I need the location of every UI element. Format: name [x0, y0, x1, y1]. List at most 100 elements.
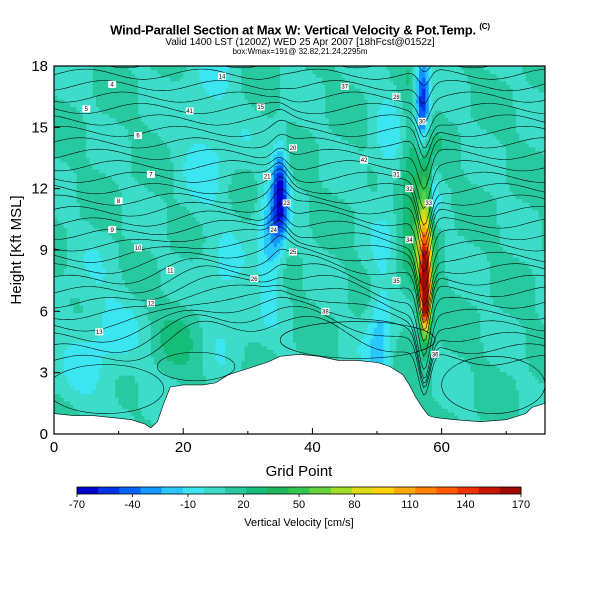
velocity-cell — [73, 408, 78, 413]
velocity-cell — [70, 356, 74, 361]
velocity-cell — [57, 275, 62, 281]
velocity-cell — [57, 132, 62, 137]
velocity-cell — [89, 330, 94, 336]
velocity-cell — [66, 205, 71, 211]
velocity-cell — [66, 330, 71, 336]
velocity-cell — [83, 124, 87, 130]
velocity-cell — [70, 268, 74, 273]
velocity-cell — [54, 106, 58, 111]
velocity-cell — [57, 102, 62, 108]
velocity-cell — [86, 165, 91, 170]
velocity-cell — [73, 165, 78, 170]
velocity-cell — [66, 334, 71, 339]
velocity-cell — [57, 264, 62, 269]
velocity-cell — [89, 183, 94, 189]
velocity-cell — [63, 198, 68, 203]
velocity-cell — [79, 327, 84, 332]
velocity-cell — [76, 286, 81, 292]
velocity-cell — [54, 305, 58, 310]
velocity-cell — [70, 364, 74, 369]
velocity-cell — [86, 301, 91, 306]
velocity-cell — [63, 77, 68, 82]
velocity-cell — [66, 312, 71, 317]
velocity-cell — [89, 264, 94, 269]
velocity-cell — [70, 66, 74, 71]
velocity-cell — [60, 283, 65, 288]
velocity-cell — [76, 386, 81, 391]
velocity-cell — [70, 286, 74, 292]
velocity-cell — [76, 235, 81, 240]
velocity-cell — [73, 158, 78, 163]
chart-subtitle: Valid 1400 LST (1200Z) WED 25 Apr 2007 [… — [0, 37, 600, 48]
velocity-cell — [89, 334, 94, 339]
velocity-cell — [89, 342, 94, 347]
velocity-cell — [66, 349, 71, 354]
velocity-cell — [73, 106, 78, 111]
velocity-cell — [76, 393, 81, 398]
velocity-cell — [70, 231, 74, 236]
velocity-cell — [86, 77, 91, 82]
velocity-cell — [60, 180, 65, 185]
velocity-cell — [86, 80, 91, 85]
velocity-cell — [79, 73, 84, 78]
velocity-cell — [73, 275, 78, 281]
velocity-cell — [76, 128, 81, 133]
velocity-cell — [89, 150, 94, 155]
velocity-cell — [86, 150, 91, 155]
velocity-cell — [89, 191, 94, 196]
velocity-cell — [63, 161, 68, 166]
velocity-cell — [63, 209, 68, 214]
velocity-cell — [79, 238, 84, 244]
velocity-cell — [66, 161, 71, 166]
velocity-cell — [73, 176, 78, 181]
velocity-cell — [73, 338, 78, 343]
velocity-cell — [79, 342, 84, 347]
velocity-cell — [54, 312, 58, 317]
velocity-cell — [76, 389, 81, 395]
velocity-cell — [57, 319, 62, 325]
velocity-cell — [66, 371, 71, 376]
velocity-cell — [89, 411, 94, 417]
velocity-cell — [63, 286, 68, 292]
velocity-cell — [83, 316, 87, 321]
velocity-cell — [79, 375, 84, 380]
copyright-badge: (C) — [479, 22, 490, 31]
velocity-cell — [86, 397, 91, 402]
velocity-cell — [83, 238, 87, 244]
velocity-cell — [86, 187, 91, 192]
velocity-cell — [89, 286, 94, 292]
velocity-cell — [89, 279, 94, 284]
velocity-cell — [86, 69, 91, 74]
velocity-cell — [54, 165, 58, 170]
velocity-cell — [54, 301, 58, 306]
velocity-cell — [66, 250, 71, 255]
velocity-cell — [57, 290, 62, 295]
velocity-cell — [76, 91, 81, 97]
velocity-cell — [57, 353, 62, 358]
velocity-cell — [86, 202, 91, 207]
velocity-cell — [76, 301, 81, 306]
velocity-cell — [73, 121, 78, 126]
velocity-cell — [89, 338, 94, 343]
velocity-cell — [76, 345, 81, 350]
velocity-cell — [86, 316, 91, 321]
velocity-cell — [79, 66, 84, 71]
velocity-cell — [63, 242, 68, 247]
velocity-cell — [76, 176, 81, 181]
velocity-cell — [60, 165, 65, 170]
velocity-cell — [79, 77, 84, 82]
velocity-cell — [73, 231, 78, 236]
velocity-cell — [66, 294, 71, 299]
velocity-cell — [86, 268, 91, 273]
velocity-cell — [73, 327, 78, 332]
velocity-cell — [86, 327, 91, 332]
velocity-cell — [86, 209, 91, 214]
velocity-cell — [76, 404, 81, 409]
velocity-cell — [70, 121, 74, 126]
velocity-cell — [57, 257, 62, 262]
velocity-cell — [73, 224, 78, 229]
velocity-cell — [70, 279, 74, 284]
velocity-cell — [83, 411, 87, 417]
velocity-cell — [83, 246, 87, 251]
velocity-cell — [70, 132, 74, 137]
